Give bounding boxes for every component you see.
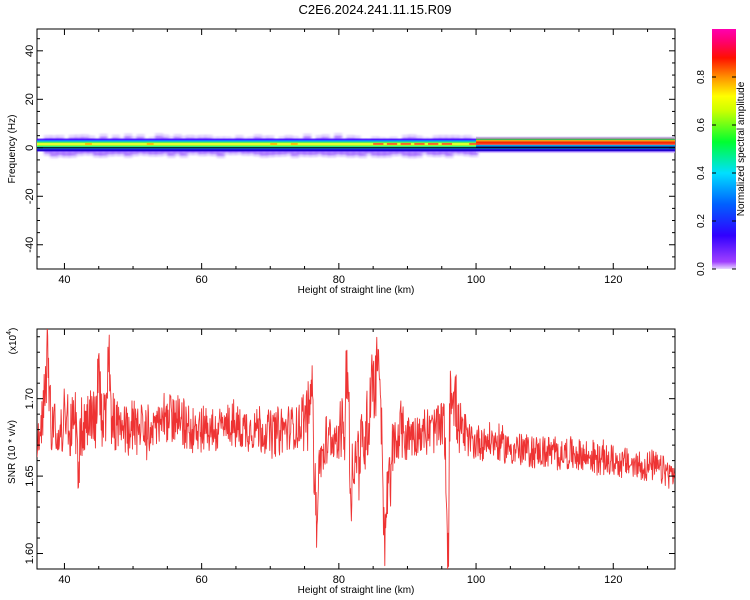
- y-tick-label: 0: [24, 145, 36, 151]
- y-tick-label: 1.65: [24, 465, 36, 486]
- y-tick-label: 1.70: [24, 388, 36, 409]
- y-tick-label: -20: [24, 188, 36, 204]
- snr-scale-exp: 4: [6, 331, 13, 335]
- snr-panel: 40 60 80 100 120 1.60 1.65 1.70 Height of stra…: [6, 328, 676, 596]
- spectrogram-y-axis: -40 -20 0 20 40: [24, 38, 675, 258]
- snr-y-axis: 1.60 1.65 1.70: [24, 336, 675, 564]
- y-tick-label: 1.60: [24, 543, 36, 564]
- x-tick-label: 80: [333, 574, 345, 586]
- snr-series-line: [37, 329, 675, 569]
- x-tick-label: 120: [604, 574, 622, 586]
- snr-y-label: SNR (10 * v/v): [7, 420, 18, 484]
- colorbar-label: Normalized spectral amplitude: [736, 81, 747, 216]
- x-tick-label: 80: [333, 274, 345, 286]
- chart-title: C2E6.2024.241.11.15.R09: [298, 2, 452, 17]
- x-tick-label: 60: [196, 574, 208, 586]
- colorbar-tick-label: 0.0: [696, 262, 707, 276]
- colorbar-tick-label: 0.4: [696, 166, 707, 180]
- snr-frame: [36, 328, 676, 570]
- y-tick-label: -40: [24, 237, 36, 253]
- colorbar: 0.0 0.2 0.4 0.6 0.8 Normalized spectral ampl…: [696, 29, 747, 276]
- x-tick-label: 100: [467, 574, 485, 586]
- spectrogram-band: [37, 132, 675, 159]
- colorbar-tick-label: 0.8: [696, 70, 707, 84]
- snr-x-axis: 40 60 80 100 120: [58, 329, 649, 586]
- spectrogram-panel: 40 60 80 100 120 -40 -20 0 20 40 Height of strai…: [7, 28, 676, 296]
- svg-text:(x104): (x104): [6, 328, 19, 355]
- spectrogram-x-axis: 40 60 80 100 120: [58, 29, 649, 286]
- x-tick-label: 100: [467, 274, 485, 286]
- x-tick-label: 40: [58, 274, 70, 286]
- snr-scale-factor: (x104): [6, 328, 19, 355]
- colorbar-ticks: 0.0 0.2 0.4 0.6 0.8: [696, 70, 736, 276]
- snr-scale-base: (x10: [8, 334, 19, 354]
- x-tick-label: 120: [604, 274, 622, 286]
- colorbar-gradient: [712, 29, 736, 269]
- x-tick-label: 40: [58, 574, 70, 586]
- colorbar-tick-label: 0.6: [696, 118, 707, 132]
- snr-x-label: Height of straight line (km): [298, 585, 415, 596]
- y-tick-label: 20: [24, 93, 36, 105]
- y-tick-label: 40: [24, 45, 36, 57]
- x-tick-label: 60: [196, 274, 208, 286]
- colorbar-tick-label: 0.2: [696, 214, 707, 228]
- spectrogram-x-label: Height of straight line (km): [298, 285, 415, 296]
- spectrogram-y-label: Frequency (Hz): [7, 115, 18, 184]
